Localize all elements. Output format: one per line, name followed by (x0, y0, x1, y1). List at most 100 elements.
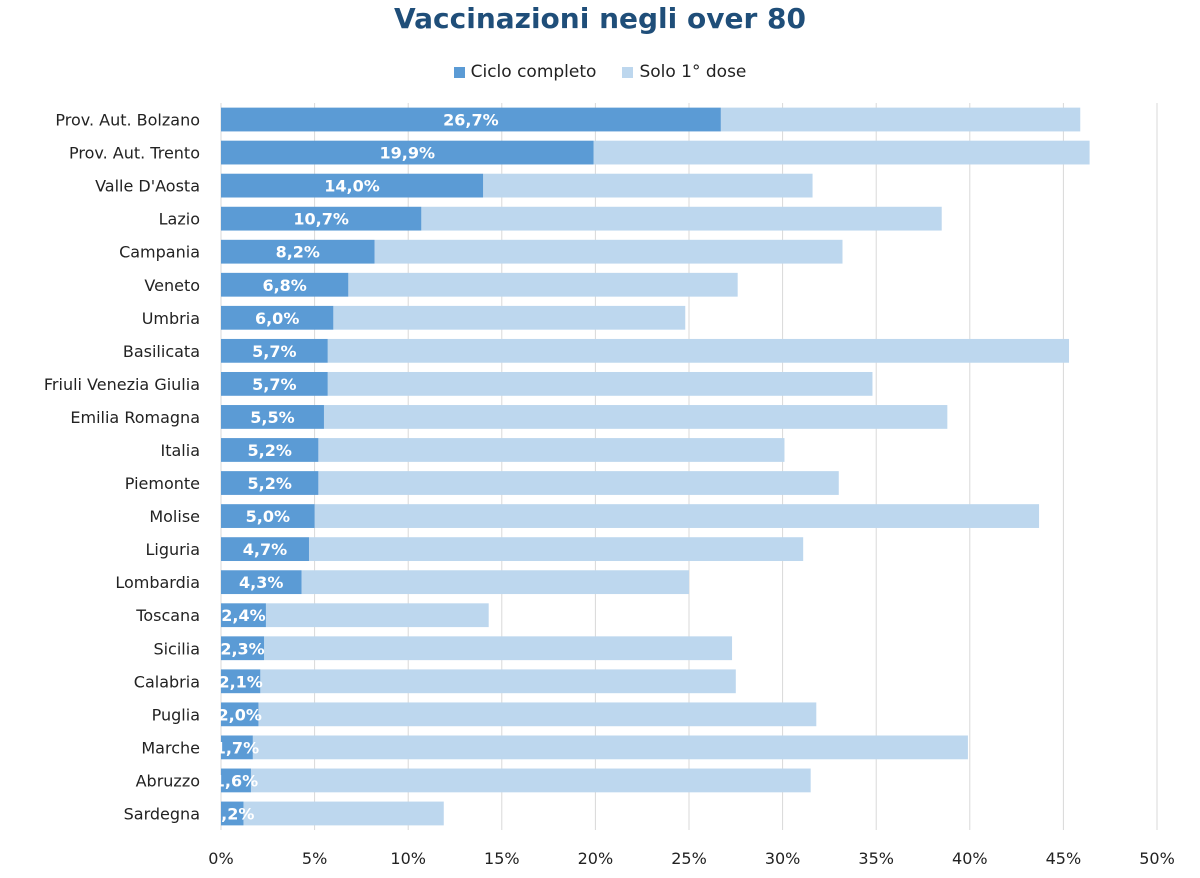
data-label: 4,7% (243, 540, 287, 559)
category-label: Friuli Venezia Giulia (44, 375, 200, 394)
bar-ciclo-completo (221, 702, 259, 727)
bar-solo-prima-dose (243, 801, 444, 826)
data-label: 8,2% (276, 243, 320, 262)
x-tick-label: 0% (208, 849, 233, 868)
data-label: 4,3% (239, 573, 283, 592)
category-label: Campania (119, 243, 200, 262)
category-label: Lombardia (115, 573, 200, 592)
data-label: 5,5% (250, 408, 294, 427)
category-label: Italia (161, 441, 201, 460)
x-tick-label: 35% (858, 849, 894, 868)
data-label: 5,7% (252, 375, 296, 394)
bar-ciclo-completo (221, 140, 594, 165)
data-label: 2,3% (220, 639, 264, 658)
bar-solo-prima-dose (318, 438, 785, 462)
data-label: 1,6% (214, 771, 258, 790)
bar-solo-prima-dose (333, 305, 686, 330)
bar-solo-prima-dose (252, 735, 968, 760)
x-tick-label: 15% (484, 849, 520, 868)
data-label: 1,7% (215, 738, 259, 757)
legend-swatch-solo-prima-dose (622, 66, 634, 78)
data-label: 6,8% (262, 276, 306, 295)
bar-ciclo-completo (221, 305, 334, 330)
bar-ciclo-completo (221, 603, 266, 628)
bar-ciclo-completo (221, 173, 484, 198)
legend: Ciclo completo Solo 1° dose (0, 62, 1200, 82)
bar-ciclo-completo (221, 504, 315, 528)
bar-ciclo-completo (221, 801, 244, 826)
data-label: 5,0% (246, 507, 290, 526)
category-label: Sicilia (153, 639, 200, 658)
bar-solo-prima-dose (323, 405, 948, 429)
category-label: Lazio (159, 210, 200, 229)
bar-solo-prima-dose (265, 603, 489, 628)
x-tick-label: 20% (578, 849, 614, 868)
category-label: Marche (141, 738, 200, 757)
bar-ciclo-completo (221, 768, 251, 793)
bar-solo-prima-dose (314, 504, 1040, 528)
x-tick-label: 45% (1046, 849, 1082, 868)
data-label: 5,2% (247, 474, 291, 493)
legend-label-ciclo-completo: Ciclo completo (470, 62, 597, 82)
category-label: Valle D'Aosta (95, 177, 200, 196)
category-label: Emilia Romagna (70, 408, 200, 427)
x-tick-label: 25% (671, 849, 707, 868)
bar-ciclo-completo (221, 239, 375, 264)
bar-ciclo-completo (221, 206, 422, 231)
bar-ciclo-completo (221, 272, 349, 297)
data-label: 10,7% (293, 210, 349, 229)
bar-ciclo-completo (221, 735, 253, 760)
bar-ciclo-completo (221, 107, 721, 132)
bar-solo-prima-dose (258, 702, 817, 727)
data-label: 6,0% (255, 309, 299, 328)
bar-solo-prima-dose (374, 239, 843, 264)
category-label: Veneto (144, 276, 200, 295)
x-tick-label: 50% (1139, 849, 1175, 868)
x-tick-label: 30% (765, 849, 801, 868)
data-label: 1,2% (210, 804, 254, 823)
data-label: 26,7% (443, 111, 499, 130)
legend-label-solo-prima-dose: Solo 1° dose (639, 62, 747, 82)
bar-ciclo-completo (221, 537, 309, 562)
bar-solo-prima-dose (483, 173, 813, 198)
bar-ciclo-completo (221, 570, 302, 595)
bar-solo-prima-dose (260, 669, 736, 694)
bar-solo-prima-dose (720, 107, 1081, 132)
category-label: Molise (149, 507, 200, 526)
category-label: Prov. Aut. Trento (69, 144, 200, 163)
bar-solo-prima-dose (318, 471, 839, 495)
bar-solo-prima-dose (301, 570, 689, 595)
legend-item-ciclo-completo: Ciclo completo (453, 62, 597, 82)
x-tick-label: 10% (390, 849, 426, 868)
bar-ciclo-completo (221, 669, 261, 694)
bar-solo-prima-dose (421, 206, 942, 231)
category-label: Puglia (152, 705, 200, 724)
data-label: 5,7% (252, 342, 296, 361)
data-label: 2,4% (221, 606, 265, 625)
category-label: Toscana (135, 606, 200, 625)
legend-swatch-ciclo-completo (453, 66, 465, 78)
category-label: Sardegna (124, 804, 200, 823)
bar-ciclo-completo (221, 438, 319, 462)
data-label: 19,9% (380, 144, 436, 163)
category-label: Abruzzo (136, 771, 200, 790)
category-label: Liguria (146, 540, 200, 559)
bar-solo-prima-dose (327, 371, 873, 396)
bar-solo-prima-dose (250, 768, 811, 793)
category-label: Calabria (134, 672, 200, 691)
bar-solo-prima-dose (264, 636, 733, 661)
bar-ciclo-completo (221, 338, 328, 363)
bar-ciclo-completo (221, 636, 265, 661)
data-label: 2,1% (218, 672, 262, 691)
bar-solo-prima-dose (348, 272, 738, 297)
bar-ciclo-completo (221, 371, 328, 396)
category-label: Basilicata (123, 342, 200, 361)
bar-solo-prima-dose (308, 537, 804, 562)
category-label: Prov. Aut. Bolzano (55, 111, 200, 130)
category-label: Umbria (142, 309, 200, 328)
category-label: Piemonte (125, 474, 200, 493)
x-tick-label: 40% (952, 849, 988, 868)
data-label: 2,0% (218, 705, 262, 724)
